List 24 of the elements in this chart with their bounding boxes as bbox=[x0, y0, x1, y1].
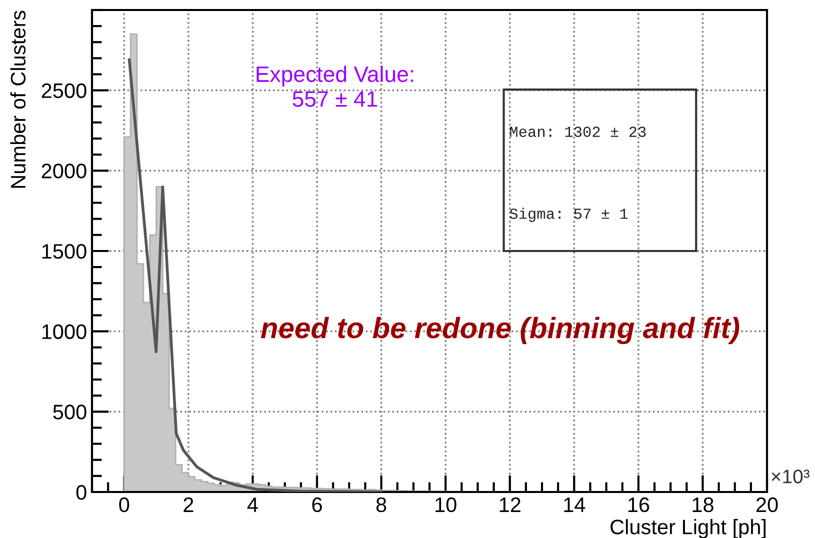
text: ×10³ bbox=[772, 470, 810, 484]
y-tick-label: 2500 bbox=[42, 83, 86, 98]
annotation: Sigma: 57 ± 1 bbox=[510, 208, 628, 222]
x-tick-label: 20 bbox=[756, 497, 778, 512]
y-tick-label: 1000 bbox=[42, 324, 86, 340]
y-tick-label: 0 bbox=[76, 485, 86, 500]
x-tick-label: 10 bbox=[436, 497, 456, 512]
x-tick-label: 0 bbox=[119, 497, 130, 512]
x-tick-label: 14 bbox=[564, 498, 586, 512]
x-tick-label: 16 bbox=[628, 497, 650, 512]
y-tick-label: 500 bbox=[53, 404, 86, 420]
x-tick-label: 8 bbox=[376, 497, 386, 512]
annotation: need to be redone (binning and fit) bbox=[260, 316, 740, 344]
y-axis-title: Number of Clusters bbox=[10, 10, 26, 188]
y-tick-label: 1500 bbox=[42, 244, 86, 259]
annotation: Expected Value: 557 ± 41 bbox=[256, 66, 414, 107]
x-axis-title: Cluster Light [ph] bbox=[610, 519, 766, 538]
y-tick-label: 2000 bbox=[42, 164, 86, 178]
x-tick-label: 4 bbox=[247, 498, 258, 512]
annotation: Mean: 1302 ± 23 bbox=[510, 126, 646, 138]
x-tick-label: 6 bbox=[312, 497, 322, 512]
x-tick-label: 12 bbox=[500, 497, 520, 512]
x-tick-label: 18 bbox=[692, 497, 714, 512]
x-tick-label: 2 bbox=[184, 497, 194, 512]
